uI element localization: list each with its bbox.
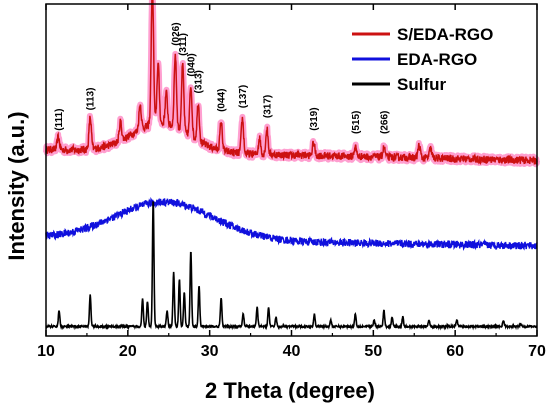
x-tick-label: 30 xyxy=(201,343,219,360)
peak-annotation: (040) xyxy=(186,53,197,76)
peak-annotation: (319) xyxy=(309,107,320,130)
x-tick-label: 50 xyxy=(364,343,382,360)
legend-label: Sulfur xyxy=(397,75,446,94)
peak-annotation: (515) xyxy=(351,111,362,134)
x-tick-label: 70 xyxy=(528,343,546,360)
x-tick-label: 10 xyxy=(37,343,55,360)
peak-annotation: (313) xyxy=(194,70,205,93)
x-tick-label: 40 xyxy=(283,343,301,360)
legend: S/EDA-RGO EDA-RGO Sulfur xyxy=(352,25,493,94)
legend-label: EDA-RGO xyxy=(397,50,477,69)
x-axis-label: 2 Theta (degree) xyxy=(205,378,375,403)
series-line-s-eda-rgo xyxy=(45,0,538,166)
y-axis-label: Intensity (a.u.) xyxy=(4,111,29,260)
series-line-eda-rgo xyxy=(45,196,538,252)
peak-annotation: (026) xyxy=(171,22,182,45)
x-tick-label: 20 xyxy=(119,343,137,360)
peak-annotation: (044) xyxy=(217,89,228,112)
peak-annotation: (266) xyxy=(380,111,391,134)
legend-label: S/EDA-RGO xyxy=(397,25,493,44)
peak-annotation: (113) xyxy=(86,88,97,111)
x-tick-label: 60 xyxy=(446,343,464,360)
axes: 10 20 30 40 50 60 70 xyxy=(37,3,546,360)
peak-annotation: (311) xyxy=(178,33,189,56)
plot-area xyxy=(43,0,540,331)
peak-annotation: (111) xyxy=(54,109,65,131)
peak-annotation: (317) xyxy=(263,95,274,118)
peak-annotations: (111)(113)(222)(026)(311)(040)(313)(044)… xyxy=(54,22,391,134)
peak-annotation: (137) xyxy=(238,85,249,108)
series-line-sulfur xyxy=(45,201,538,331)
